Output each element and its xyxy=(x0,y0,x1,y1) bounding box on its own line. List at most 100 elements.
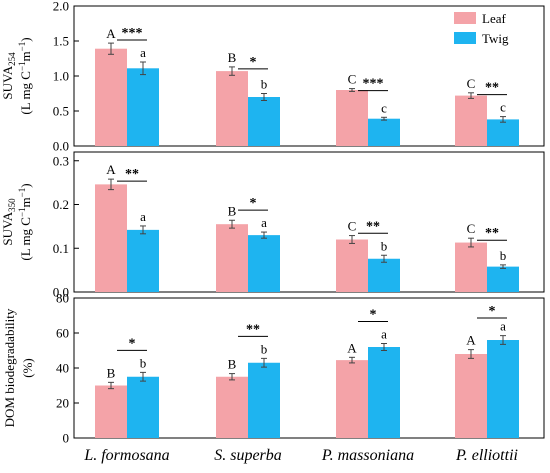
y-tick-label: 2.0 xyxy=(53,0,69,14)
y-axis-unit-part: m xyxy=(18,197,33,207)
y-tick-label: 20 xyxy=(56,396,69,411)
significance-letter: a xyxy=(381,327,387,342)
y-axis-unit-part: (L mg C xyxy=(18,217,33,261)
significance-letter: A xyxy=(106,162,116,177)
significance-stars: *** xyxy=(363,77,384,92)
significance-letter: A xyxy=(466,333,476,348)
significance-letter: c xyxy=(381,100,387,115)
y-axis-label-main: SUVA xyxy=(0,65,15,99)
y-axis-unit-part: −1 xyxy=(17,188,27,198)
bar-leaf xyxy=(95,184,127,292)
bar-leaf xyxy=(336,360,368,438)
y-axis-label: DOM biodegradability xyxy=(2,308,17,427)
significance-letter: A xyxy=(347,340,357,355)
bar-leaf xyxy=(216,71,248,146)
y-tick-label: 0 xyxy=(63,431,70,446)
y-axis-label: SUVA350 xyxy=(0,198,17,246)
y-tick-label: 1.5 xyxy=(53,34,69,49)
significance-letter: C xyxy=(348,72,357,87)
y-axis-label-subscript: 350 xyxy=(7,198,17,212)
bar-twig xyxy=(127,68,159,146)
bar-leaf xyxy=(455,242,487,292)
significance-stars: ** xyxy=(485,81,499,96)
bar-twig xyxy=(248,97,280,146)
bar-leaf xyxy=(455,354,487,438)
significance-stars: * xyxy=(250,196,257,211)
y-axis-label-main: SUVA xyxy=(0,211,15,245)
plot-frame xyxy=(73,151,545,293)
bar-twig xyxy=(368,347,400,438)
bar-twig xyxy=(248,235,280,292)
significance-letter: C xyxy=(467,76,476,91)
bar-leaf xyxy=(95,48,127,147)
significance-letter: b xyxy=(500,248,507,263)
x-category-label: P. elliottii xyxy=(455,447,518,464)
y-axis-unit: (%) xyxy=(20,358,35,378)
bar-twig xyxy=(487,266,519,292)
legend-label: Leaf xyxy=(482,11,506,26)
bar-twig xyxy=(487,340,519,438)
bar-leaf xyxy=(216,376,248,438)
y-tick-label: 1.0 xyxy=(53,69,69,84)
significance-letter: b xyxy=(140,355,147,370)
significance-letter: b xyxy=(381,238,388,253)
y-tick-label: 0.2 xyxy=(53,197,69,212)
y-axis-unit: (L mg C−1m−1) xyxy=(17,183,33,260)
significance-stars: * xyxy=(129,336,136,351)
x-category-label: P. massoniana xyxy=(321,447,414,464)
y-tick-label: 0.0 xyxy=(53,139,69,154)
bar-leaf xyxy=(95,385,127,438)
significance-stars: * xyxy=(370,308,377,323)
y-axis-unit-part: (L mg C xyxy=(18,71,33,115)
y-tick-label: 60 xyxy=(56,326,69,341)
significance-letter: a xyxy=(261,215,267,230)
significance-letter: B xyxy=(228,357,237,372)
significance-stars: *** xyxy=(122,26,143,41)
y-axis-unit-part: ) xyxy=(18,183,33,187)
y-tick-label: 0.5 xyxy=(53,104,69,119)
significance-letter: a xyxy=(500,319,506,334)
bar-leaf xyxy=(455,95,487,146)
y-axis-unit-part: −1 xyxy=(17,61,27,71)
bar-twig xyxy=(127,229,159,292)
y-axis-label-subscript: 254 xyxy=(7,52,17,66)
legend-swatch-leaf xyxy=(454,12,476,24)
significance-letter: a xyxy=(140,209,146,224)
significance-letter: C xyxy=(467,221,476,236)
bar-twig xyxy=(248,362,280,438)
bar-leaf xyxy=(216,224,248,292)
y-axis-unit-part: −1 xyxy=(17,42,27,52)
significance-stars: * xyxy=(489,304,496,319)
x-category-label: S. superba xyxy=(214,447,282,464)
significance-letter: C xyxy=(348,219,357,234)
legend-label: Twig xyxy=(482,31,509,46)
bar-leaf xyxy=(336,239,368,292)
significance-stars: ** xyxy=(366,219,380,234)
significance-letter: b xyxy=(261,77,268,92)
significance-stars: ** xyxy=(246,322,260,337)
significance-stars: * xyxy=(250,55,257,70)
bar-twig xyxy=(368,118,400,146)
significance-letter: b xyxy=(261,341,268,356)
legend-swatch-twig xyxy=(454,32,476,44)
bar-twig xyxy=(487,119,519,146)
y-tick-label: 0.1 xyxy=(53,241,69,256)
y-tick-label: 0.0 xyxy=(53,285,69,300)
significance-letter: a xyxy=(140,45,146,60)
y-axis-label: SUVA254 xyxy=(0,52,17,100)
x-category-label: L. formosana xyxy=(83,447,169,464)
significance-letter: B xyxy=(107,365,116,380)
significance-stars: ** xyxy=(485,226,499,241)
significance-stars: ** xyxy=(125,167,139,182)
y-tick-label: 40 xyxy=(56,361,69,376)
significance-letter: B xyxy=(228,203,237,218)
bar-leaf xyxy=(336,90,368,146)
y-axis-unit: (L mg C−1m−1) xyxy=(17,37,33,114)
y-axis-unit-part: −1 xyxy=(17,207,27,217)
significance-letter: A xyxy=(106,26,116,41)
y-tick-label: 80 xyxy=(56,291,69,306)
